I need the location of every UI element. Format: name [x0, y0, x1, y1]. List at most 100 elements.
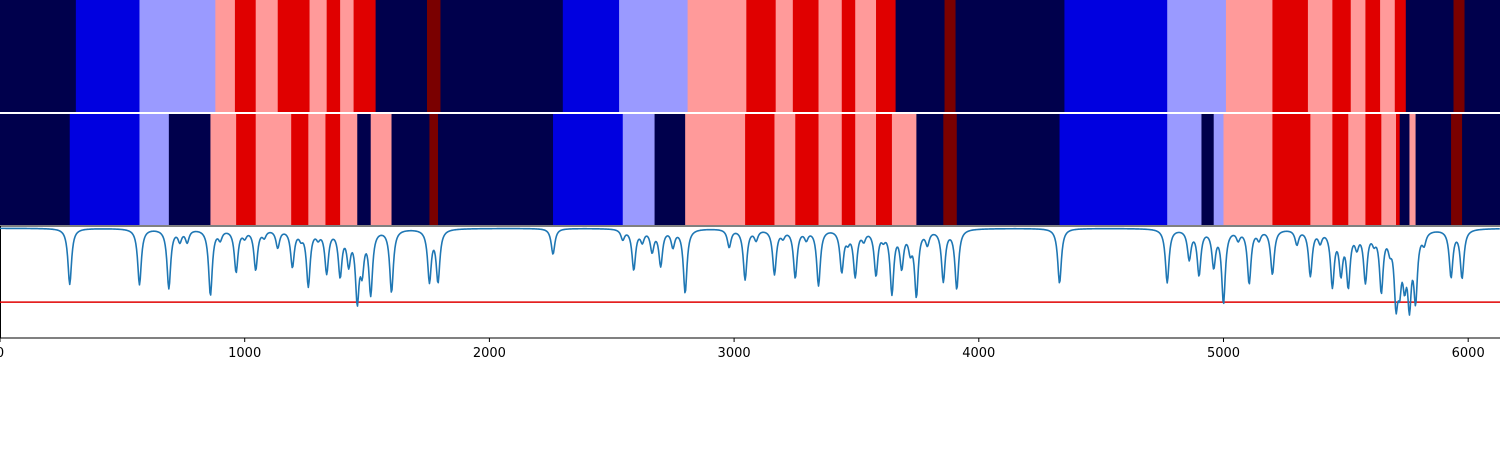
x-tick-label: 5000: [1207, 346, 1240, 361]
heatmap-segment: [139, 114, 170, 225]
heatmap-segment: [795, 114, 820, 225]
heatmap-segment: [685, 114, 746, 225]
x-axis: 0 1000 2000 3000 4000 5000 6000: [0, 337, 1500, 361]
heatmap-segment: [943, 114, 958, 225]
heatmap-segment: [370, 114, 393, 225]
heatmap-segment: [955, 0, 1066, 112]
heatmap-segment: [1350, 0, 1367, 112]
heatmap-segment: [69, 114, 141, 225]
heatmap-segment: [0, 0, 77, 112]
heatmap-segment: [1415, 114, 1452, 225]
heatmap-segment: [654, 114, 686, 225]
heatmap-segment: [234, 0, 257, 112]
x-tick-label: 3000: [718, 346, 751, 361]
heatmap-segment: [1307, 0, 1333, 112]
x-tick-label: 4000: [962, 346, 995, 361]
heatmap-segment: [1462, 114, 1500, 225]
heatmap-segment: [236, 114, 257, 225]
heatmap-segment: [841, 114, 856, 225]
heatmap-segment: [0, 114, 71, 225]
series-line: [0, 227, 1500, 316]
heatmap-segment: [746, 0, 777, 112]
heatmap-segment: [391, 114, 431, 225]
heatmap-segment: [1332, 0, 1352, 112]
heatmap-segment: [553, 114, 624, 225]
heatmap-segment: [1381, 114, 1397, 225]
heatmap-band-middle: [0, 114, 1500, 225]
heatmap-segment: [792, 0, 820, 112]
heatmap-segment: [1223, 114, 1274, 225]
heatmap-segment: [1394, 0, 1407, 112]
heatmap-segment: [775, 0, 794, 112]
heatmap-segment: [818, 0, 843, 112]
heatmap-segment: [916, 114, 944, 225]
heatmap-segment: [956, 114, 1061, 225]
heatmap-segment: [745, 114, 776, 225]
heatmap-segment: [1453, 0, 1466, 112]
heatmap-segment: [277, 0, 311, 112]
heatmap-segment: [895, 0, 946, 112]
heatmap-segment: [1213, 114, 1225, 225]
heatmap-segment: [818, 114, 843, 225]
heatmap-segment: [1332, 114, 1349, 225]
heatmap-segment: [340, 114, 358, 225]
heatmap-segment: [1380, 0, 1396, 112]
heatmap-segment: [1365, 0, 1381, 112]
heatmap-segment: [75, 0, 141, 112]
heatmap-segment: [1348, 114, 1367, 225]
heatmap-segment: [168, 114, 212, 225]
heatmap-segment: [622, 114, 656, 225]
heatmap-segment: [353, 0, 377, 112]
heatmap-segment: [1201, 114, 1215, 225]
heatmap-segment: [429, 114, 439, 225]
heatmap-segment: [855, 114, 877, 225]
heatmap-segment: [1064, 0, 1168, 112]
heatmap-segment: [210, 114, 237, 225]
heatmap-segment: [1405, 0, 1455, 112]
heatmap-segment: [438, 114, 554, 225]
heatmap-segment: [876, 114, 893, 225]
heatmap-band-top: [0, 0, 1500, 112]
heatmap-segment: [357, 114, 372, 225]
heatmap-segment: [255, 0, 279, 112]
heatmap-segment: [1272, 0, 1309, 112]
heatmap-segment: [841, 0, 856, 112]
heatmap-segment: [308, 114, 327, 225]
x-tick-label: 0: [0, 346, 4, 361]
heatmap-segment: [687, 0, 747, 112]
heatmap-segment: [1409, 114, 1417, 225]
heatmap-segment: [876, 0, 897, 112]
heatmap-segment: [255, 114, 292, 225]
heatmap-segment: [774, 114, 796, 225]
heatmap-segment: [1310, 114, 1333, 225]
heatmap-segment: [891, 114, 917, 225]
heatmap-segment: [1225, 0, 1274, 112]
line-plot-panel: [0, 225, 1500, 338]
heatmap-segment: [619, 0, 689, 112]
heatmap-segment: [440, 0, 564, 112]
heatmap-segment: [1399, 114, 1411, 225]
x-tick-label: 2000: [473, 346, 506, 361]
heatmap-segment: [1365, 114, 1382, 225]
heatmap-segment: [1059, 114, 1168, 225]
heatmap-segment: [326, 0, 341, 112]
x-tick-label: 1000: [228, 346, 261, 361]
heatmap-segment: [1167, 114, 1203, 225]
heatmap-segment: [375, 0, 428, 112]
heatmap-segment: [944, 0, 957, 112]
heatmap-segment: [215, 0, 236, 112]
heatmap-segment: [309, 0, 328, 112]
heatmap-segment: [1167, 0, 1227, 112]
heatmap-segment: [139, 0, 216, 112]
heatmap-segment: [1272, 114, 1311, 225]
heatmap-segment: [1464, 0, 1500, 112]
heatmap-segment: [291, 114, 309, 225]
heatmap-segment: [325, 114, 341, 225]
heatmap-segment: [1451, 114, 1463, 225]
heatmap-segment: [1396, 114, 1401, 225]
x-tick-label: 6000: [1452, 346, 1485, 361]
heatmap-segment: [562, 0, 620, 112]
heatmap-segment: [340, 0, 355, 112]
heatmap-segment: [426, 0, 442, 112]
